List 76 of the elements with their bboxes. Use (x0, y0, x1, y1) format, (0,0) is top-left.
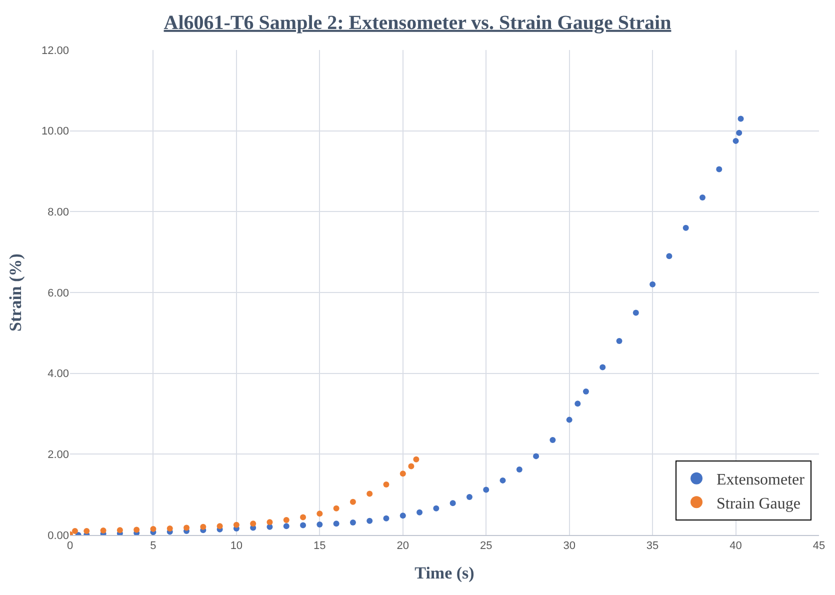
y-tick-label: 4.00 (48, 368, 69, 380)
point (400, 470, 406, 477)
point (533, 453, 540, 460)
chart-title: Al6061-T6 Sample 2: Extensometer vs. Strain Gauge Strain (164, 12, 672, 34)
x-tick-label: 40 (730, 540, 742, 552)
point (283, 523, 290, 530)
y-tick-label: 10.00 (41, 126, 69, 138)
legend-label: Strain Gauge (716, 495, 800, 512)
point (650, 281, 656, 288)
point (266, 519, 273, 526)
point (150, 526, 156, 532)
x-tick-label: 5 (150, 540, 156, 552)
point (84, 528, 90, 534)
point (433, 505, 440, 512)
y-tick-label: 2.00 (48, 449, 69, 462)
point (566, 416, 572, 423)
y-tick-label: 0.00 (48, 530, 69, 542)
y-tick-label: 12.00 (41, 44, 69, 57)
x-tick-label: 15 (314, 540, 326, 552)
point (250, 520, 256, 527)
x-tick-label: 0 (66, 540, 74, 552)
x-tick-label: 30 (563, 540, 576, 552)
legend-label: Extensometer (716, 472, 806, 489)
point (416, 509, 423, 516)
point (483, 486, 490, 493)
point (516, 466, 522, 473)
point (166, 526, 173, 532)
point (466, 494, 472, 500)
point (350, 498, 356, 505)
point (366, 518, 373, 524)
point (408, 463, 414, 470)
x-tick-label: 20 (396, 540, 410, 552)
point (333, 505, 340, 512)
point (383, 481, 390, 488)
point (216, 523, 223, 530)
y-tick-label: 8.00 (48, 206, 69, 219)
point (600, 364, 606, 370)
point (116, 527, 123, 534)
point (732, 138, 739, 144)
y-tick-label: 6.00 (48, 287, 69, 300)
point (738, 116, 744, 122)
x-tick-label: 25 (480, 540, 492, 552)
x-axis-title: Time (s) (414, 564, 474, 583)
point (72, 528, 78, 534)
point (736, 130, 742, 136)
point (500, 477, 506, 484)
y-axis-title: Strain (%) (6, 254, 26, 332)
point (200, 524, 206, 530)
point (316, 510, 323, 517)
x-tick-label: 45 (812, 540, 826, 552)
point (100, 528, 106, 534)
point (413, 456, 420, 462)
point (699, 194, 706, 201)
point (366, 490, 373, 497)
point (383, 515, 390, 522)
point (716, 166, 722, 172)
x-tick-label: 10 (230, 540, 243, 552)
point (582, 388, 589, 395)
point (550, 437, 556, 444)
point (666, 253, 672, 260)
point (616, 338, 622, 344)
point (233, 522, 240, 528)
point (632, 310, 639, 316)
x-tick-label: 35 (646, 540, 659, 552)
point (574, 400, 581, 407)
point (300, 522, 306, 528)
point (682, 224, 689, 231)
point (300, 514, 306, 520)
point (400, 512, 406, 519)
point (283, 517, 290, 524)
point (450, 500, 456, 506)
point (316, 521, 323, 528)
point (134, 526, 140, 533)
point (333, 520, 340, 527)
point (184, 524, 190, 531)
point (350, 519, 356, 526)
